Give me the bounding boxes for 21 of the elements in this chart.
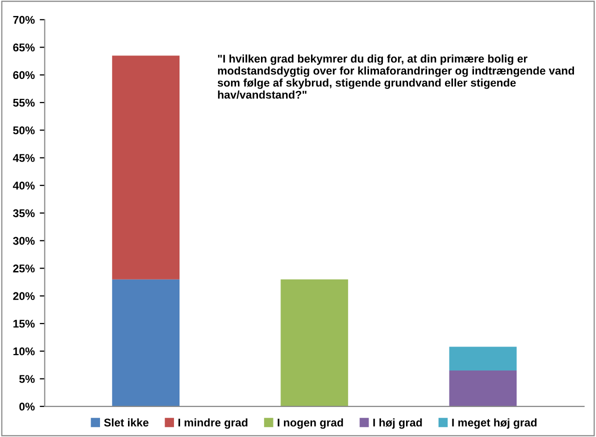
legend-label: I høj grad	[373, 418, 422, 429]
annotation: "I hvilken grad bekymrer du dig for, at din primære bolig er modstandsdygtig over for klimaforandringer og indtrængende vand som følge af skybrud, stigende grundvand eller stigende hav/vandstand?"	[218, 54, 574, 99]
legend-label: Slet ikke	[104, 418, 148, 427]
y-tick-label: 5%	[19, 375, 35, 383]
legend-label: I meget høj grad	[452, 418, 537, 429]
y-tick-label: 35%	[12, 209, 35, 218]
legend-label: I nogen grad	[278, 418, 343, 429]
y-tick-label: 10%	[13, 347, 35, 356]
y-tick-label: 15%	[13, 320, 35, 328]
y-tick-label: 40%	[12, 182, 35, 190]
y-tick-label: 65%	[13, 44, 35, 52]
y-tick-label: 0%	[19, 402, 35, 411]
y-tick-label: 25%	[13, 264, 35, 272]
y-tick-label: 20%	[13, 292, 35, 300]
y-tick-label: 45%	[12, 154, 35, 162]
y-tick-label: 30%	[12, 236, 35, 245]
y-tick-label: 70%	[13, 16, 35, 24]
y-tick-label: 60%	[13, 71, 35, 80]
legend-label: I mindre grad	[178, 418, 248, 429]
y-tick-label: 50%	[13, 126, 35, 134]
y-tick-label: 55%	[13, 98, 35, 107]
